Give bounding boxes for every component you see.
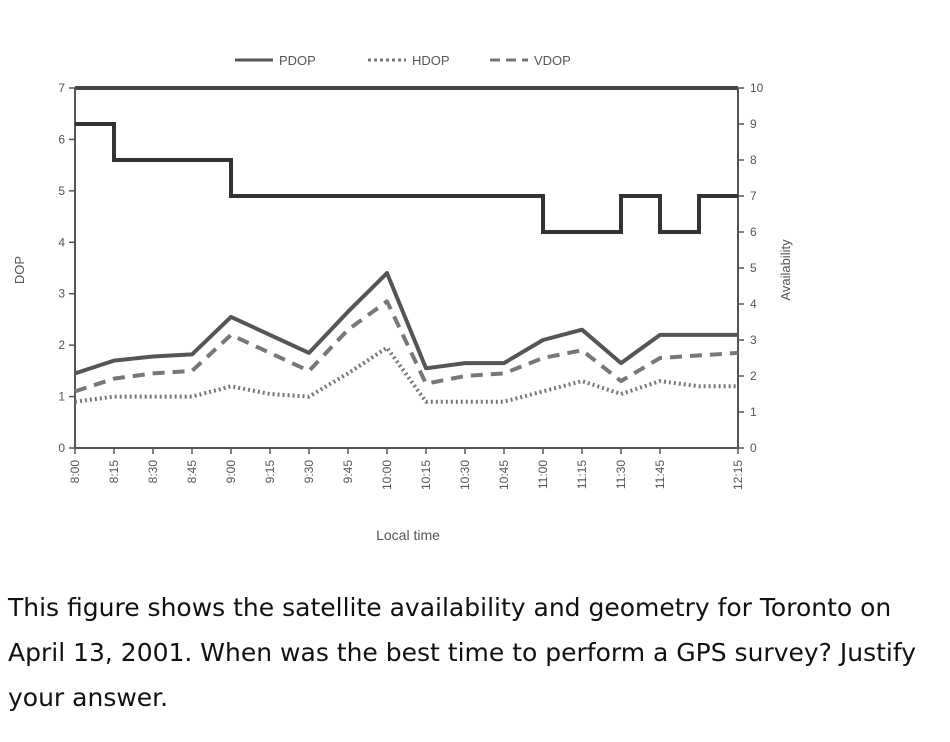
x-tick-label: 8:45 <box>185 460 199 484</box>
y-right-axis-title: Availability <box>778 239 793 301</box>
x-tick-label: 9:15 <box>263 460 277 484</box>
x-tick-label: 11:45 <box>653 460 667 489</box>
y-left-tick-label: 5 <box>58 184 65 198</box>
x-tick-label: 8:15 <box>107 460 121 484</box>
y-left-tick-label: 0 <box>58 441 65 455</box>
y-left-tick-label: 6 <box>58 132 65 146</box>
x-tick-label: 10:30 <box>458 460 472 490</box>
series-pdop-line <box>74 271 738 376</box>
x-tick-label: 8:00 <box>68 460 82 484</box>
x-tick-label: 10:15 <box>419 460 433 490</box>
y-right-tick-label: 9 <box>750 117 757 131</box>
legend-hdop-label: HDOP <box>412 53 450 68</box>
x-tick-label: 9:30 <box>302 460 316 484</box>
y-left-tick-label: 7 <box>58 81 65 95</box>
x-tick-label: 11:00 <box>536 460 550 489</box>
x-tick-label: 12:15 <box>731 460 745 490</box>
y-right-tick-label: 7 <box>750 189 757 203</box>
dop-availability-chart: 0 1 2 3 4 5 6 7 0 1 2 3 4 5 6 7 8 9 10 8:00 8:15 8:30 8:45 9:00… <box>12 53 793 543</box>
x-tick-label: 11:30 <box>614 460 628 489</box>
chart-svg: 0 1 2 3 4 5 6 7 0 1 2 3 4 5 6 7 8 9 10 8:00 8:15 8:30 8:45 9:00… <box>12 53 793 543</box>
question-text: This figure shows the satellite availabi… <box>8 593 917 712</box>
y-left-tick-label: 2 <box>58 338 65 352</box>
x-tick-label: 11:15 <box>575 460 589 489</box>
x-axis-title: Local time <box>376 527 440 543</box>
availability-step-line <box>75 122 738 234</box>
x-tick-label: 9:45 <box>341 460 355 484</box>
y-right-tick-label: 1 <box>750 405 757 419</box>
y-right-tick-label: 5 <box>750 261 757 275</box>
y-right-tick-label: 6 <box>750 225 757 239</box>
y-right-tick-label: 2 <box>750 369 757 383</box>
y-right-tick-label: 4 <box>750 297 757 311</box>
y-right-tick-label: 10 <box>750 81 764 95</box>
y-left-tick-label: 4 <box>58 235 65 249</box>
x-tick-label: 10:00 <box>380 460 394 490</box>
y-left-tick-label: 3 <box>58 287 65 301</box>
y-right-tick-label: 3 <box>750 333 757 347</box>
x-tick-label: 10:45 <box>497 460 511 490</box>
legend-pdop-label: PDOP <box>279 53 316 68</box>
y-right-tick-label: 0 <box>750 441 757 455</box>
x-tick-label: 9:00 <box>224 460 238 484</box>
y-left-axis-title: DOP <box>12 256 27 284</box>
legend-vdop-label: VDOP <box>534 53 571 68</box>
y-left-tick-label: 1 <box>58 390 65 404</box>
series-vdop-line <box>74 299 739 394</box>
y-right-tick-label: 8 <box>750 153 757 167</box>
series-hdop-line <box>74 345 738 404</box>
x-tick-label: 8:30 <box>146 460 160 484</box>
